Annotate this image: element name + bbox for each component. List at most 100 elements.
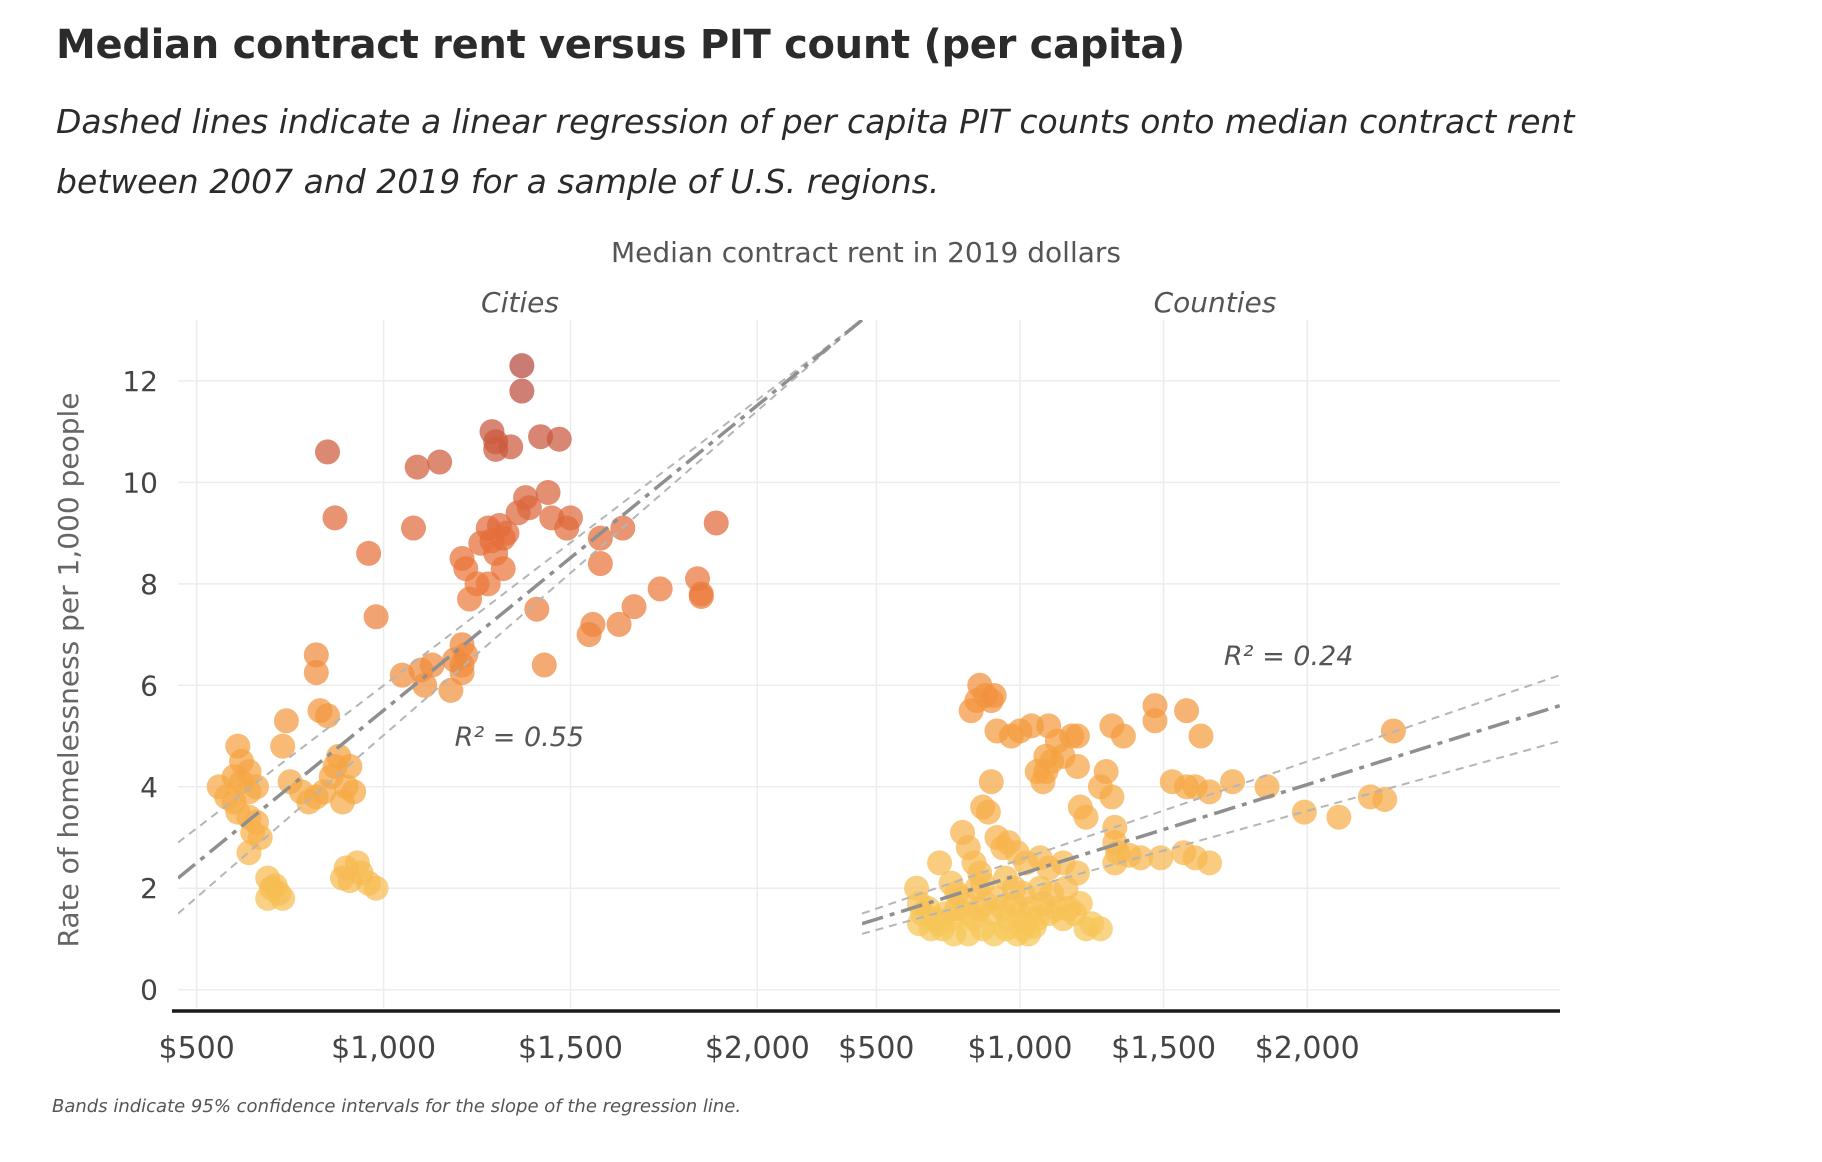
data-point-1-41 xyxy=(1093,759,1119,785)
data-point-0-60 xyxy=(303,660,329,686)
y-tick-label-2: 4 xyxy=(140,771,158,804)
data-point-1-37 xyxy=(1380,718,1406,744)
data-point-0-31 xyxy=(490,525,516,551)
y-tick-label-6: 12 xyxy=(122,365,158,398)
data-point-0-105 xyxy=(337,868,363,894)
data-point-1-31 xyxy=(1220,769,1246,795)
y-tick-label-5: 10 xyxy=(122,466,158,499)
x-tick-label-0-1: $1,000 xyxy=(331,1031,436,1066)
data-point-1-51 xyxy=(1197,850,1223,876)
data-point-0-98 xyxy=(262,873,288,899)
data-point-1-34 xyxy=(1326,804,1352,830)
x-tick-label-1-0: $500 xyxy=(838,1031,914,1066)
data-point-0-1 xyxy=(509,378,535,404)
y-tick-label-4: 8 xyxy=(140,568,158,601)
data-point-0-42 xyxy=(621,594,647,620)
y-axis-label: Rate of homelessness per 1,000 people xyxy=(52,393,85,948)
y-tick-label-3: 6 xyxy=(140,669,158,702)
data-point-0-53 xyxy=(438,677,464,703)
ci-lower-line-1 xyxy=(862,740,1560,935)
data-point-1-118 xyxy=(970,870,996,896)
data-point-0-90 xyxy=(337,753,363,779)
data-point-0-12 xyxy=(400,515,426,541)
x-axis-label: Median contract rent in 2019 dollars xyxy=(611,236,1121,269)
y-tick-label-0: 0 xyxy=(140,974,158,1007)
data-point-1-25 xyxy=(1174,698,1200,724)
panel-label-0: Cities xyxy=(481,286,559,319)
data-point-0-45 xyxy=(576,622,602,648)
plot-area-0 xyxy=(178,320,863,915)
data-point-1-20 xyxy=(1064,753,1090,779)
data-point-1-53 xyxy=(978,769,1004,795)
r2-label-1: R² = 0.24 xyxy=(1224,641,1354,672)
x-tick-label-0-3: $2,000 xyxy=(705,1031,810,1066)
x-tick-label-1-2: $1,500 xyxy=(1111,1031,1216,1066)
data-point-0-58 xyxy=(531,652,557,678)
data-point-1-42 xyxy=(1099,784,1125,810)
x-tick-label-0-2: $1,500 xyxy=(518,1031,623,1066)
data-point-0-11 xyxy=(322,505,348,531)
data-point-0-2 xyxy=(315,439,341,465)
data-point-1-5 xyxy=(958,698,984,724)
data-point-1-18 xyxy=(1033,759,1059,785)
data-point-0-36 xyxy=(490,556,516,582)
data-point-0-8 xyxy=(498,434,524,460)
x-tick-label-0-0: $500 xyxy=(159,1031,235,1066)
footnote: Bands indicate 95% confidence intervals … xyxy=(52,1096,742,1117)
data-point-0-0 xyxy=(509,353,535,379)
data-point-1-9 xyxy=(1018,713,1044,739)
data-point-0-22 xyxy=(587,525,613,551)
data-point-0-47 xyxy=(457,586,483,612)
data-point-0-17 xyxy=(505,500,531,526)
data-point-1-32 xyxy=(1254,774,1280,800)
panel-counties: Counties $500 $1,000 $1,500 $2,000 R² = 0.24 xyxy=(838,286,1560,1066)
data-point-1-52 xyxy=(1102,850,1128,876)
x-tick-label-1-1: $1,000 xyxy=(967,1031,1072,1066)
data-point-1-48 xyxy=(1148,845,1174,871)
data-point-0-14 xyxy=(363,604,389,630)
data-point-1-47 xyxy=(1128,845,1154,871)
plot-area-1 xyxy=(862,672,1560,947)
panel-label-1: Counties xyxy=(1154,286,1277,319)
data-point-0-64 xyxy=(270,733,296,759)
data-point-0-24 xyxy=(703,510,729,536)
data-point-0-59 xyxy=(303,642,329,668)
data-point-1-22 xyxy=(1110,723,1136,749)
data-point-1-124 xyxy=(1053,875,1079,901)
data-point-0-13 xyxy=(356,540,382,566)
data-point-1-39 xyxy=(1073,804,1099,830)
data-point-0-63 xyxy=(273,708,299,734)
x-tick-label-1-3: $2,000 xyxy=(1255,1031,1360,1066)
data-point-0-18 xyxy=(535,480,561,505)
data-point-1-30 xyxy=(1197,779,1223,805)
r2-label-0: R² = 0.55 xyxy=(455,722,585,753)
chart-title: Median contract rent versus PIT count (p… xyxy=(56,22,1186,68)
y-tick-label-1: 2 xyxy=(140,872,158,905)
data-point-1-102 xyxy=(1087,916,1113,942)
data-point-0-41 xyxy=(647,576,673,602)
data-point-1-36 xyxy=(1372,786,1398,812)
data-point-0-57 xyxy=(389,662,415,688)
data-point-0-52 xyxy=(442,647,468,673)
panel-cities: Cities 0 2 4 6 8 10 12 $500 $1,000 $1,500 $2,000 R² … xyxy=(122,286,863,1066)
data-point-1-13 xyxy=(1064,723,1090,749)
data-point-1-55 xyxy=(975,799,1001,825)
data-point-0-56 xyxy=(412,672,438,698)
regression-line-0 xyxy=(178,320,863,880)
ci-upper-line-0 xyxy=(178,320,863,844)
data-point-0-9 xyxy=(528,424,554,450)
data-point-1-69 xyxy=(927,850,953,876)
chart-subtitle: Dashed lines indicate a linear regressio… xyxy=(56,102,1575,201)
data-point-0-92 xyxy=(333,774,359,800)
data-point-0-43 xyxy=(606,611,632,637)
data-point-0-40 xyxy=(688,584,714,610)
data-point-0-21 xyxy=(557,505,583,531)
data-point-1-33 xyxy=(1291,799,1317,825)
data-point-1-4 xyxy=(981,682,1007,708)
data-point-0-3 xyxy=(404,454,430,480)
data-point-1-114 xyxy=(1021,913,1047,939)
data-point-1-26 xyxy=(1188,723,1214,749)
data-point-0-37 xyxy=(587,551,613,577)
data-point-0-62 xyxy=(315,703,341,729)
